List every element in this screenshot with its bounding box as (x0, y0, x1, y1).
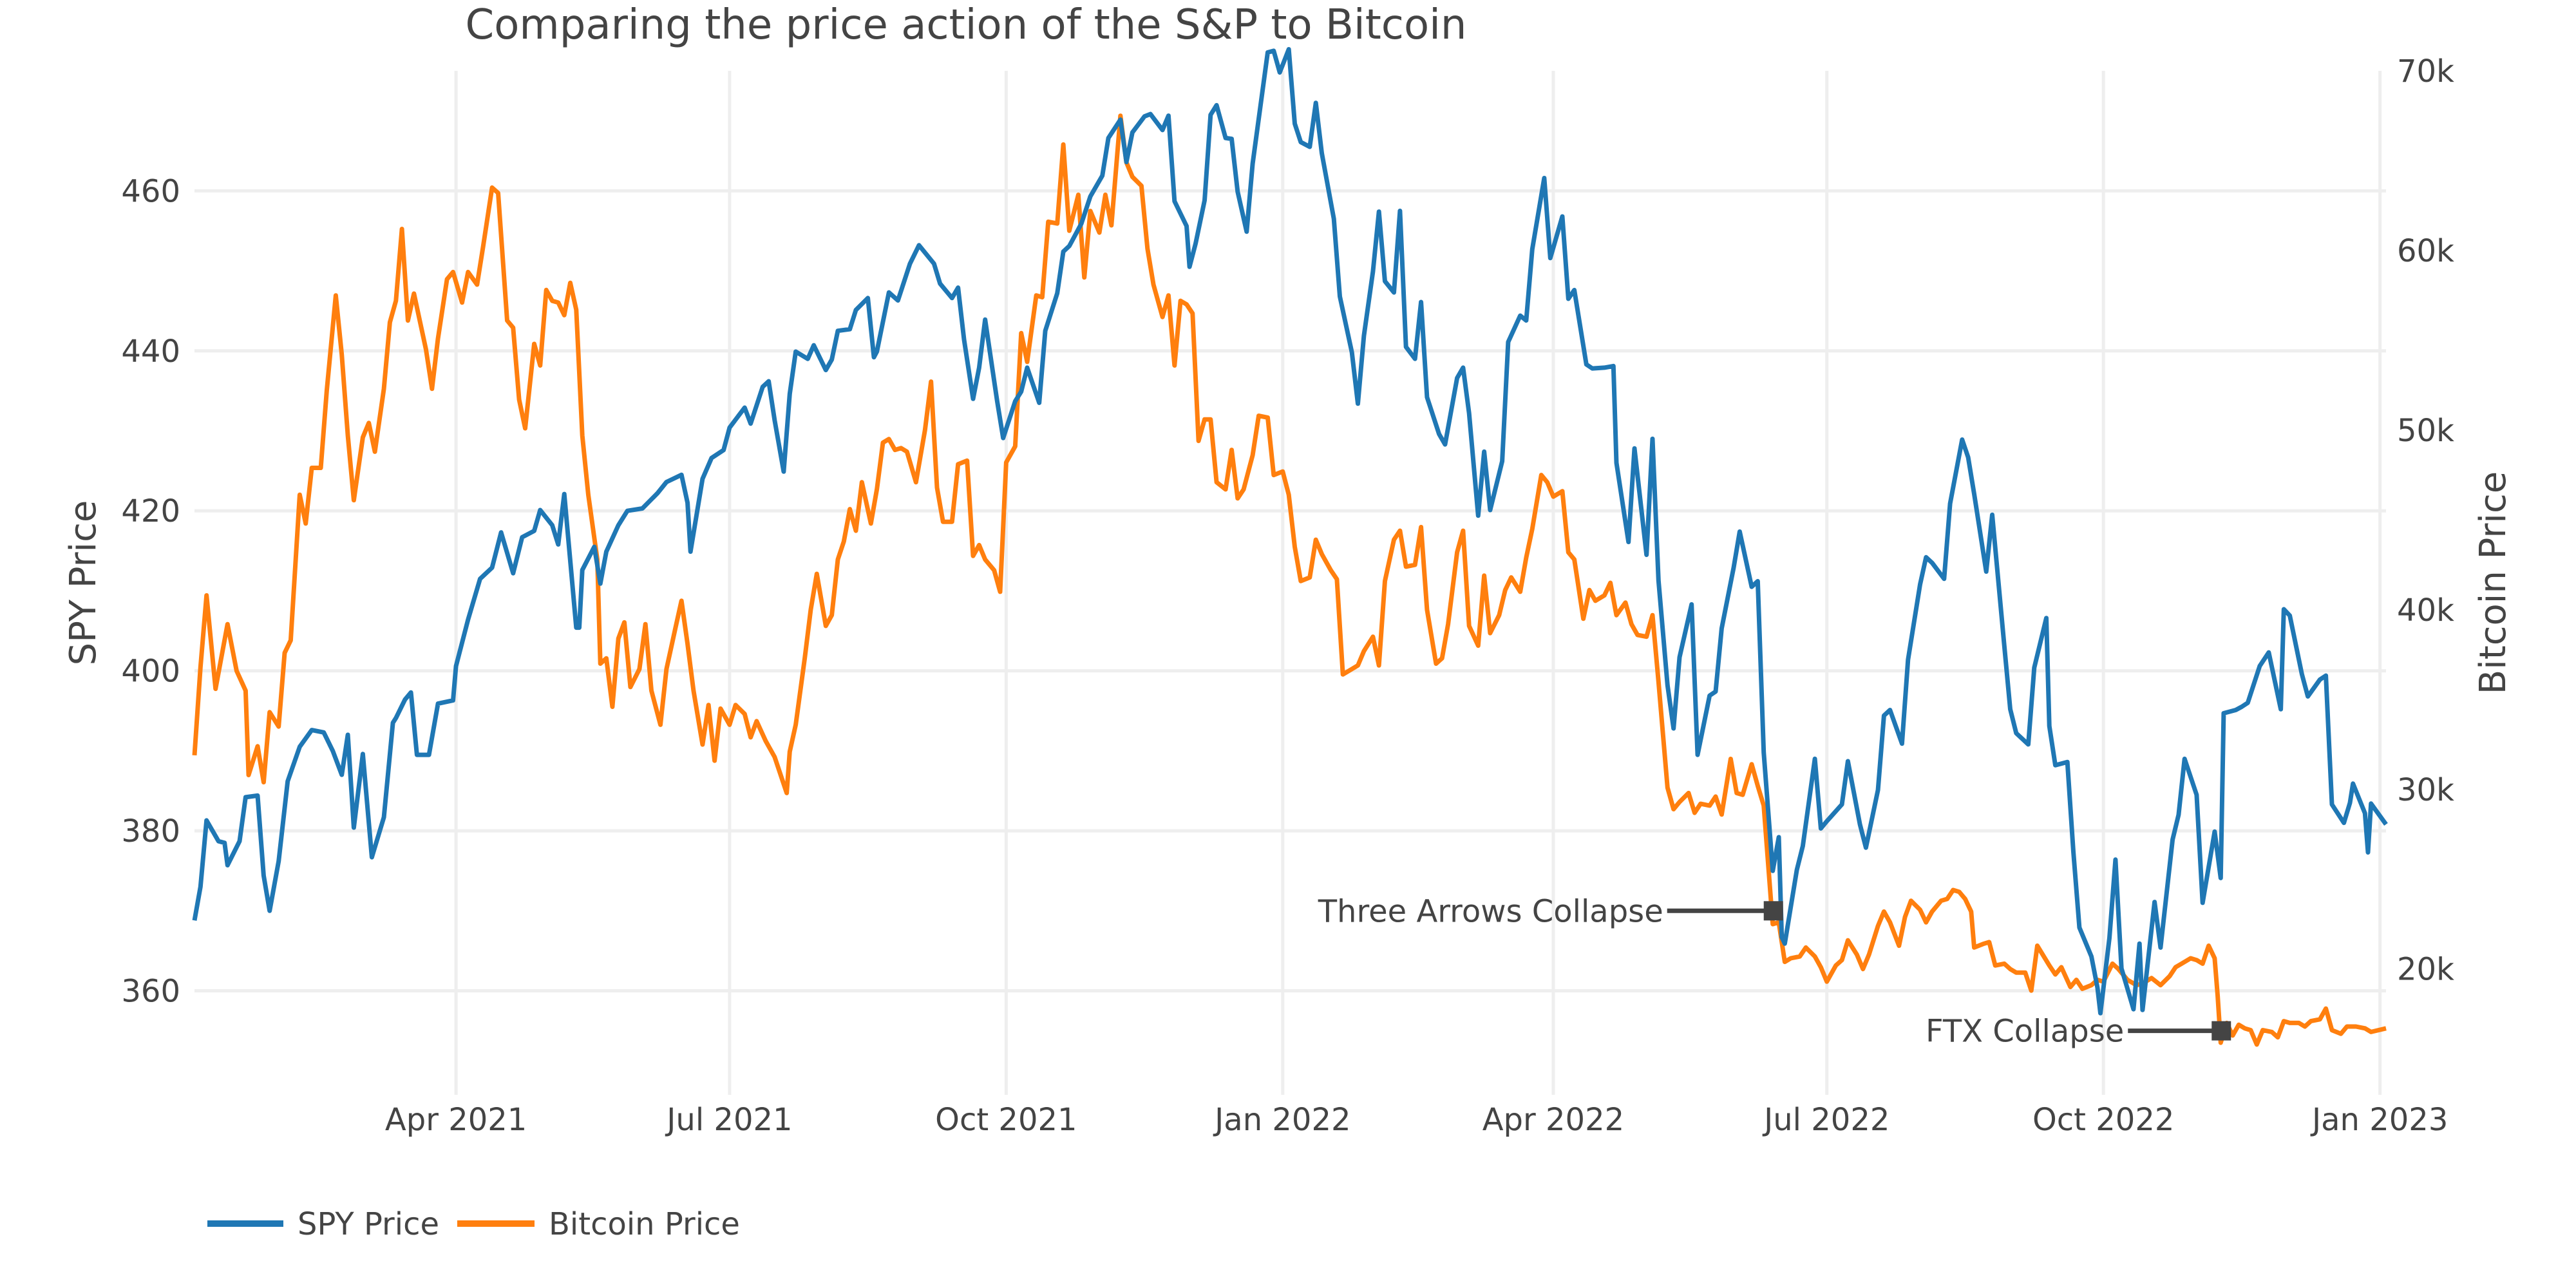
y2-axis-ticks: 20k 30k 40k 50k 60k 70k (2397, 53, 2454, 988)
y2-tick-label: 70k (2397, 53, 2454, 90)
legend-label-spy: SPY Price (298, 1206, 439, 1242)
x-tick-label: Jan 2022 (1213, 1102, 1350, 1138)
y2-tick-label: 50k (2397, 413, 2454, 449)
series-layer (192, 47, 2388, 1047)
y2-tick-label: 30k (2397, 772, 2454, 808)
x-tick-label: Oct 2021 (935, 1102, 1077, 1138)
y2-tick-label: 20k (2397, 952, 2454, 988)
annotation-square-marker (1763, 901, 1783, 921)
x-axis-ticks: Apr 2021 Jul 2021 Oct 2021 Jan 2022 Apr 2022… (385, 1102, 2448, 1138)
y-tick-label: 380 (121, 813, 180, 849)
y2-tick-label: 60k (2397, 233, 2454, 269)
x-tick-label: Apr 2022 (1482, 1102, 1624, 1138)
x-tick-label: Jul 2021 (665, 1102, 792, 1138)
annotation-label: Three Arrows Collapse (1318, 893, 1663, 929)
x-tick-label: Oct 2022 (2032, 1102, 2174, 1138)
legend: SPY Price Bitcoin Price (207, 1206, 740, 1242)
x-tick-label: Jul 2022 (1762, 1102, 1889, 1138)
chart-title: Comparing the price action of the S&P to… (466, 1, 1467, 49)
legend-item-bitcoin[interactable]: Bitcoin Price (457, 1206, 740, 1242)
annotation-label: FTX Collapse (1926, 1014, 2124, 1050)
legend-label-bitcoin: Bitcoin Price (549, 1206, 740, 1242)
legend-item-spy[interactable]: SPY Price (207, 1206, 439, 1242)
y-tick-label: 420 (121, 493, 180, 529)
y-tick-label: 400 (121, 654, 180, 690)
series-line-spy[interactable] (192, 47, 2388, 1016)
annotation-ftx: FTX Collapse (1926, 1014, 2231, 1050)
y2-tick-label: 40k (2397, 592, 2454, 629)
y-axis-title: SPY Price (62, 500, 104, 666)
y-tick-label: 360 (121, 974, 180, 1010)
series-line-bitcoin[interactable] (192, 113, 2387, 1047)
annotation-square-marker (2211, 1021, 2231, 1041)
y-tick-label: 460 (121, 173, 180, 209)
annotation-layer: Three Arrows Collapse FTX Collapse (1318, 893, 2231, 1050)
annotation-three-arrows: Three Arrows Collapse (1318, 893, 1783, 929)
x-tick-label: Apr 2021 (385, 1102, 527, 1138)
x-tick-label: Jan 2023 (2310, 1102, 2448, 1138)
y-tick-label: 440 (121, 334, 180, 370)
y-axis-ticks: 360 380 400 420 440 460 (121, 173, 180, 1009)
y2-axis-title: Bitcoin Price (2472, 471, 2514, 694)
grid-layer (194, 71, 2386, 1095)
